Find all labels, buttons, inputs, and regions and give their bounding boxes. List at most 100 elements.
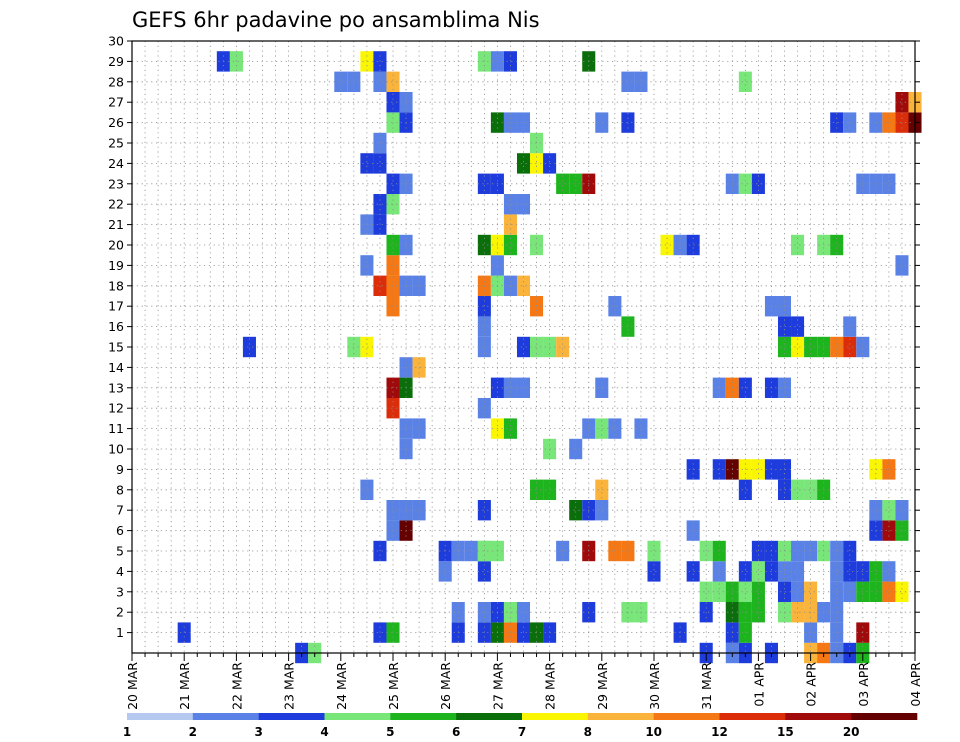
legend-label: 3 <box>254 725 262 739</box>
heatmap-cell <box>503 622 517 643</box>
y-tick-label: 20 <box>108 238 124 253</box>
heatmap-cell <box>242 336 256 358</box>
heatmap-cell <box>477 398 491 419</box>
legend-swatch <box>851 713 918 720</box>
heatmap-cell <box>777 316 792 337</box>
heatmap-cell <box>791 581 805 602</box>
heatmap-cell <box>530 234 544 256</box>
y-tick-label: 18 <box>108 278 124 293</box>
heatmap-cell <box>686 234 700 256</box>
legend-label: 20 <box>843 725 860 739</box>
y-tick-label: 15 <box>108 340 124 355</box>
heatmap-cell <box>830 234 844 256</box>
heatmap-cell <box>477 173 491 194</box>
heatmap-cell <box>438 561 452 582</box>
y-tick-label: 23 <box>108 176 124 191</box>
y-tick-label: 24 <box>108 156 124 171</box>
x-tick-label: 01 APR <box>751 662 766 707</box>
heatmap-cell <box>869 500 883 521</box>
heatmap-cell <box>895 500 909 521</box>
legend-label: 5 <box>386 725 394 739</box>
heatmap-cell <box>882 459 896 480</box>
heatmap-cell <box>751 459 765 480</box>
x-tick-label: 26 MAR <box>438 662 453 710</box>
heatmap-cell <box>869 561 883 582</box>
heatmap-cell <box>360 336 374 358</box>
x-tick-label: 28 MAR <box>543 662 558 710</box>
y-tick-label: 4 <box>116 564 124 579</box>
heatmap-cell <box>856 581 870 602</box>
heatmap-cell <box>882 173 896 194</box>
legend-swatch <box>258 713 325 720</box>
x-tick-label: 31 MAR <box>699 662 714 710</box>
y-tick-label: 8 <box>116 482 124 497</box>
heatmap-cell <box>177 622 191 643</box>
heatmap-cell <box>503 418 517 439</box>
x-tick-label: 21 MAR <box>177 662 192 710</box>
heatmap-cell <box>882 500 896 521</box>
legend-swatch <box>127 713 194 720</box>
heatmap-cell <box>477 234 491 256</box>
x-tick-label: 27 MAR <box>490 662 505 710</box>
heatmap-cell <box>360 255 374 276</box>
heatmap-cell <box>530 153 544 174</box>
y-tick-label: 5 <box>116 544 124 559</box>
heatmap-cell <box>621 316 635 337</box>
x-tick-label: 30 MAR <box>647 662 662 710</box>
y-tick-label: 30 <box>108 34 124 49</box>
heatmap-cell <box>530 479 544 500</box>
heatmap-cell <box>477 500 491 521</box>
heatmap-cell <box>856 173 870 194</box>
heatmap-cell <box>882 581 896 602</box>
heatmap-cell <box>791 316 805 337</box>
x-tick-label: 20 MAR <box>125 662 140 710</box>
legend-swatch <box>653 713 720 720</box>
legend-swatch <box>719 713 786 720</box>
heatmap-cell <box>843 581 857 602</box>
heatmap-cell <box>791 561 805 582</box>
heatmap-cell <box>516 153 531 174</box>
heatmap-cell <box>334 71 348 92</box>
grid-lines <box>132 41 915 653</box>
heatmap-cell <box>712 459 726 480</box>
heatmap-cell <box>751 561 765 582</box>
heatmap-cell <box>830 581 844 602</box>
y-tick-label: 27 <box>108 95 124 110</box>
heatmap-cell <box>516 622 531 643</box>
legend-label: 1 <box>123 725 131 739</box>
legend-swatch <box>785 713 852 720</box>
y-tick-label: 22 <box>108 197 124 212</box>
heatmap-cell <box>738 71 752 92</box>
heatmap-cell <box>869 459 883 480</box>
legend-swatch <box>324 713 391 720</box>
y-tick-label: 11 <box>108 421 124 436</box>
y-tick-label: 19 <box>108 258 124 273</box>
heatmap-cell <box>791 234 805 256</box>
legend-label: 2 <box>189 725 197 739</box>
x-tick-label: 25 MAR <box>386 662 401 710</box>
heatmap-cell <box>843 336 857 358</box>
y-tick-label: 26 <box>108 115 124 130</box>
heatmap-cell <box>530 622 544 643</box>
heatmap-cell <box>777 336 792 358</box>
x-tick-label: 23 MAR <box>282 662 297 710</box>
x-tick-label: 03 APR <box>856 662 871 707</box>
heatmap-cell <box>530 336 544 358</box>
heatmap-cell <box>856 622 870 643</box>
y-tick-label: 9 <box>116 462 124 477</box>
heatmap-cell <box>843 561 857 582</box>
y-tick-label: 21 <box>108 217 124 232</box>
y-tick-label: 7 <box>116 503 124 518</box>
legend: 1 2 3 4 5 6 7 8 10 12 15 20 <box>123 713 918 739</box>
legend-label: 7 <box>518 725 526 739</box>
y-axis: 1234567891011121314151617181920212223242… <box>108 34 920 640</box>
heatmap-cell <box>608 418 622 439</box>
heatmap-cell <box>804 581 818 602</box>
heatmap-cell <box>777 561 792 582</box>
y-tick-label: 14 <box>108 360 124 375</box>
heatmap-cell <box>516 336 531 358</box>
heatmap-cell <box>595 500 609 521</box>
heatmap-cell <box>830 622 844 643</box>
heatmap-cell <box>777 479 792 500</box>
heatmap-cell <box>804 336 818 358</box>
